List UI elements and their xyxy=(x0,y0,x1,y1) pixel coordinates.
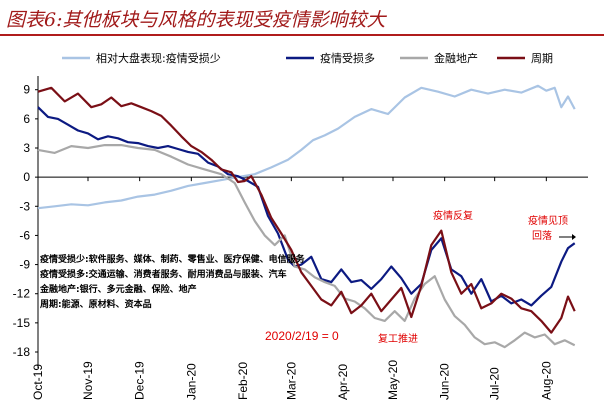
legend-label-0: 相对大盘表现:疫情受损少 xyxy=(96,51,221,65)
chart-legend: 相对大盘表现:疫情受损少 疫情受损多 金融地产 周期 xyxy=(62,51,576,240)
x-tick-label: Jun-20 xyxy=(438,363,452,400)
series-line-0 xyxy=(37,84,576,210)
resume-work-annotation: 复工推进 xyxy=(378,332,418,345)
x-tick-label: Oct-19 xyxy=(31,364,45,400)
y-tick-label: 9 xyxy=(23,83,30,97)
y-tick-label: -18 xyxy=(13,345,31,359)
y-tick-label: 0 xyxy=(23,170,30,184)
base-date-annotation: 2020/2/19 = 0 xyxy=(265,329,339,343)
chart-series xyxy=(37,84,576,349)
y-tick-label: -6 xyxy=(19,228,30,242)
title-bar: 图表6:其他板块与风格的表现受疫情影响较大 xyxy=(0,0,604,36)
note-low-impact: 疫情受损少:软件服务、媒体、制药、零售业、医疗保健、电信服务 xyxy=(40,253,306,265)
covid-rebound-annotation: 疫情反复 xyxy=(433,209,473,222)
covid-peak-annotation-line1: 疫情见顶 xyxy=(528,214,568,227)
y-tick-label: 3 xyxy=(23,141,30,155)
note-high-impact: 疫情受损多:交通运输、消费者服务、耐用消费品与服装、汽车 xyxy=(40,268,287,280)
series-line-1 xyxy=(37,106,576,307)
x-tick-label: May-20 xyxy=(386,360,400,400)
x-tick-label: Feb-20 xyxy=(236,362,250,400)
x-tick-label: Apr-20 xyxy=(336,364,350,400)
x-tick-label: Jan-20 xyxy=(184,363,198,400)
x-tick-label: Jul-20 xyxy=(488,367,502,400)
peak-arrow-head xyxy=(572,234,576,240)
note-cyclical: 周期:能源、原材料、资本品 xyxy=(40,298,152,310)
notes-block: 疫情受损少:软件服务、媒体、制药、零售业、医疗保健、电信服务 疫情受损多:交通运… xyxy=(39,253,306,310)
legend-label-1: 疫情受损多 xyxy=(320,51,375,65)
series-line-2 xyxy=(37,143,576,349)
y-tick-label: -3 xyxy=(19,199,30,213)
x-tick-label: Mar-20 xyxy=(284,362,298,400)
x-tick-label: Nov-19 xyxy=(81,361,95,400)
series-line-3 xyxy=(37,86,576,334)
note-finance: 金融地产:银行、多元金融、保险、地产 xyxy=(39,283,197,295)
legend-label-3: 周期 xyxy=(531,52,553,65)
y-tick-label: -12 xyxy=(13,287,31,301)
y-tick-label: -9 xyxy=(19,258,30,272)
y-tick-label: 6 xyxy=(23,112,30,126)
legend-label-2: 金融地产 xyxy=(434,51,478,65)
x-tick-label: Dec-19 xyxy=(133,361,147,400)
y-tick-label: -15 xyxy=(13,316,31,330)
covid-peak-annotation-line2: 回落 xyxy=(532,230,552,242)
chart-title: 图表6:其他板块与风格的表现受疫情影响较大 xyxy=(6,9,386,31)
x-tick-label: Aug-20 xyxy=(539,361,553,400)
